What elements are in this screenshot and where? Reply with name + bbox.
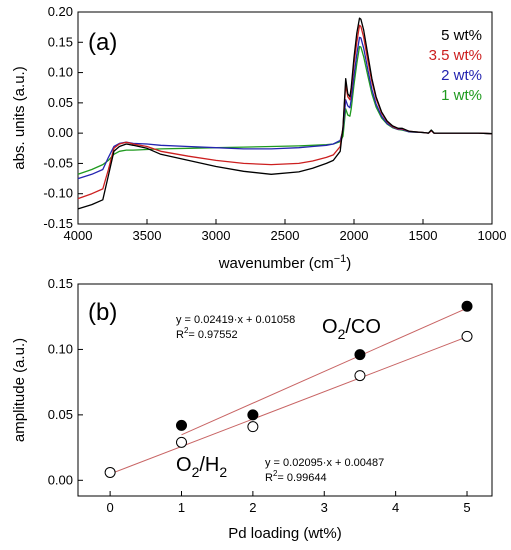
legend-entry: 1 wt%	[441, 87, 482, 104]
panel-a-y-tick-label: -0.10	[43, 186, 73, 201]
panel-a-y-tick-label: 0.00	[48, 125, 73, 140]
panel-b-ticks: 0 1 2 3 4 5 0.00 0.05 0.10 0.15	[48, 276, 471, 515]
data-point-filled	[354, 349, 366, 361]
co-series-label: O2/CO	[322, 316, 381, 342]
panel-a-xlabel: wavenumber (cm−1)	[218, 253, 352, 272]
panel-a-x-tick-label: 4000	[64, 228, 93, 243]
spectrum-line	[77, 45, 493, 175]
panel-b-x-tick-label: 5	[463, 500, 470, 515]
panel-a-x-tick-label: 1500	[409, 228, 438, 243]
panel-a-series	[77, 17, 493, 210]
panel-b-y-tick-label: 0.10	[48, 341, 73, 356]
panel-a-x-tick-label: 2500	[271, 228, 300, 243]
data-point-filled	[176, 419, 187, 431]
panel-a-x-tick-label: 3500	[133, 228, 162, 243]
panel-b-x-tick-label: 4	[392, 500, 399, 515]
legend-entry: 3.5 wt%	[429, 47, 482, 64]
h2-fit-equation: y = 0.02095·x + 0.00487	[265, 457, 384, 469]
panel-b-x-tick-label: 2	[249, 500, 256, 515]
panel-a-x-tick-label: 1000	[478, 228, 507, 243]
data-point-open	[104, 466, 116, 478]
panel-a-plot-frame	[77, 11, 493, 225]
panel-a-x-tick-label: 3000	[202, 228, 231, 243]
panel-b-points	[104, 300, 473, 478]
h2-series-label: O2/H2	[176, 454, 227, 480]
data-point-open	[176, 436, 187, 448]
panel-a-legend: 5 wt% 3.5 wt% 2 wt% 1 wt%	[429, 27, 482, 104]
panel-b-ylabel: amplitude (a.u.)	[11, 338, 28, 442]
legend-entry: 2 wt%	[441, 67, 482, 84]
panel-a-y-tick-label: 0.05	[48, 95, 73, 110]
data-point-filled	[461, 300, 473, 312]
co-fit-r2: R2= 0.97552	[176, 326, 238, 341]
legend-entry: 5 wt%	[441, 27, 482, 44]
data-point-open	[247, 421, 259, 433]
panel-a-y-tick-label: 0.10	[48, 65, 73, 80]
panel-b-x-tick-label: 1	[178, 500, 185, 515]
data-point-open	[354, 370, 366, 382]
panel-b-fit-lines	[109, 307, 468, 475]
fit-line	[109, 336, 468, 475]
panel-a-y-tick-label: 0.20	[48, 4, 73, 19]
panel-b-y-tick-label: 0.05	[48, 407, 73, 422]
panel-b-x-tick-label: 0	[107, 500, 114, 515]
panel-a-ylabel: abs. units (a.u.)	[11, 66, 28, 169]
data-point-open	[461, 330, 473, 342]
co-fit-equation: y = 0.02419·x + 0.01058	[176, 314, 295, 326]
panel-b-y-tick-label: 0.15	[48, 276, 73, 291]
panel-b-plot-frame	[77, 283, 493, 497]
panel-a-y-tick-label: -0.05	[43, 155, 73, 170]
panel-b-xlabel: Pd loading (wt%)	[228, 525, 341, 542]
h2-fit-r2: R2= 0.99644	[265, 469, 327, 484]
fit-line	[181, 307, 468, 436]
panel-b-x-tick-label: 3	[321, 500, 328, 515]
panel-a-ticks: 4000 3500 3000 2500 2000 1500 1000 -0.15 -0.10 -0…	[43, 4, 506, 243]
panel-a-x-tick-label: 2000	[340, 228, 369, 243]
panel-a-y-tick-label: 0.15	[48, 34, 73, 49]
panel-a-chart: 4000 3500 3000 2500 2000 1500 1000 -0.15 -0.10 -0…	[11, 4, 506, 272]
data-point-filled	[247, 409, 259, 421]
spectrum-line	[77, 17, 493, 210]
panel-a-label: (a)	[88, 29, 117, 56]
panel-a-y-tick-label: -0.15	[43, 216, 73, 231]
panel-b-label: (b)	[88, 299, 117, 326]
panel-b-chart: 0 1 2 3 4 5 0.00 0.05 0.10 0.15 (b) y = 0.02419·x…	[11, 276, 493, 542]
panel-b-y-tick-label: 0.00	[48, 472, 73, 487]
